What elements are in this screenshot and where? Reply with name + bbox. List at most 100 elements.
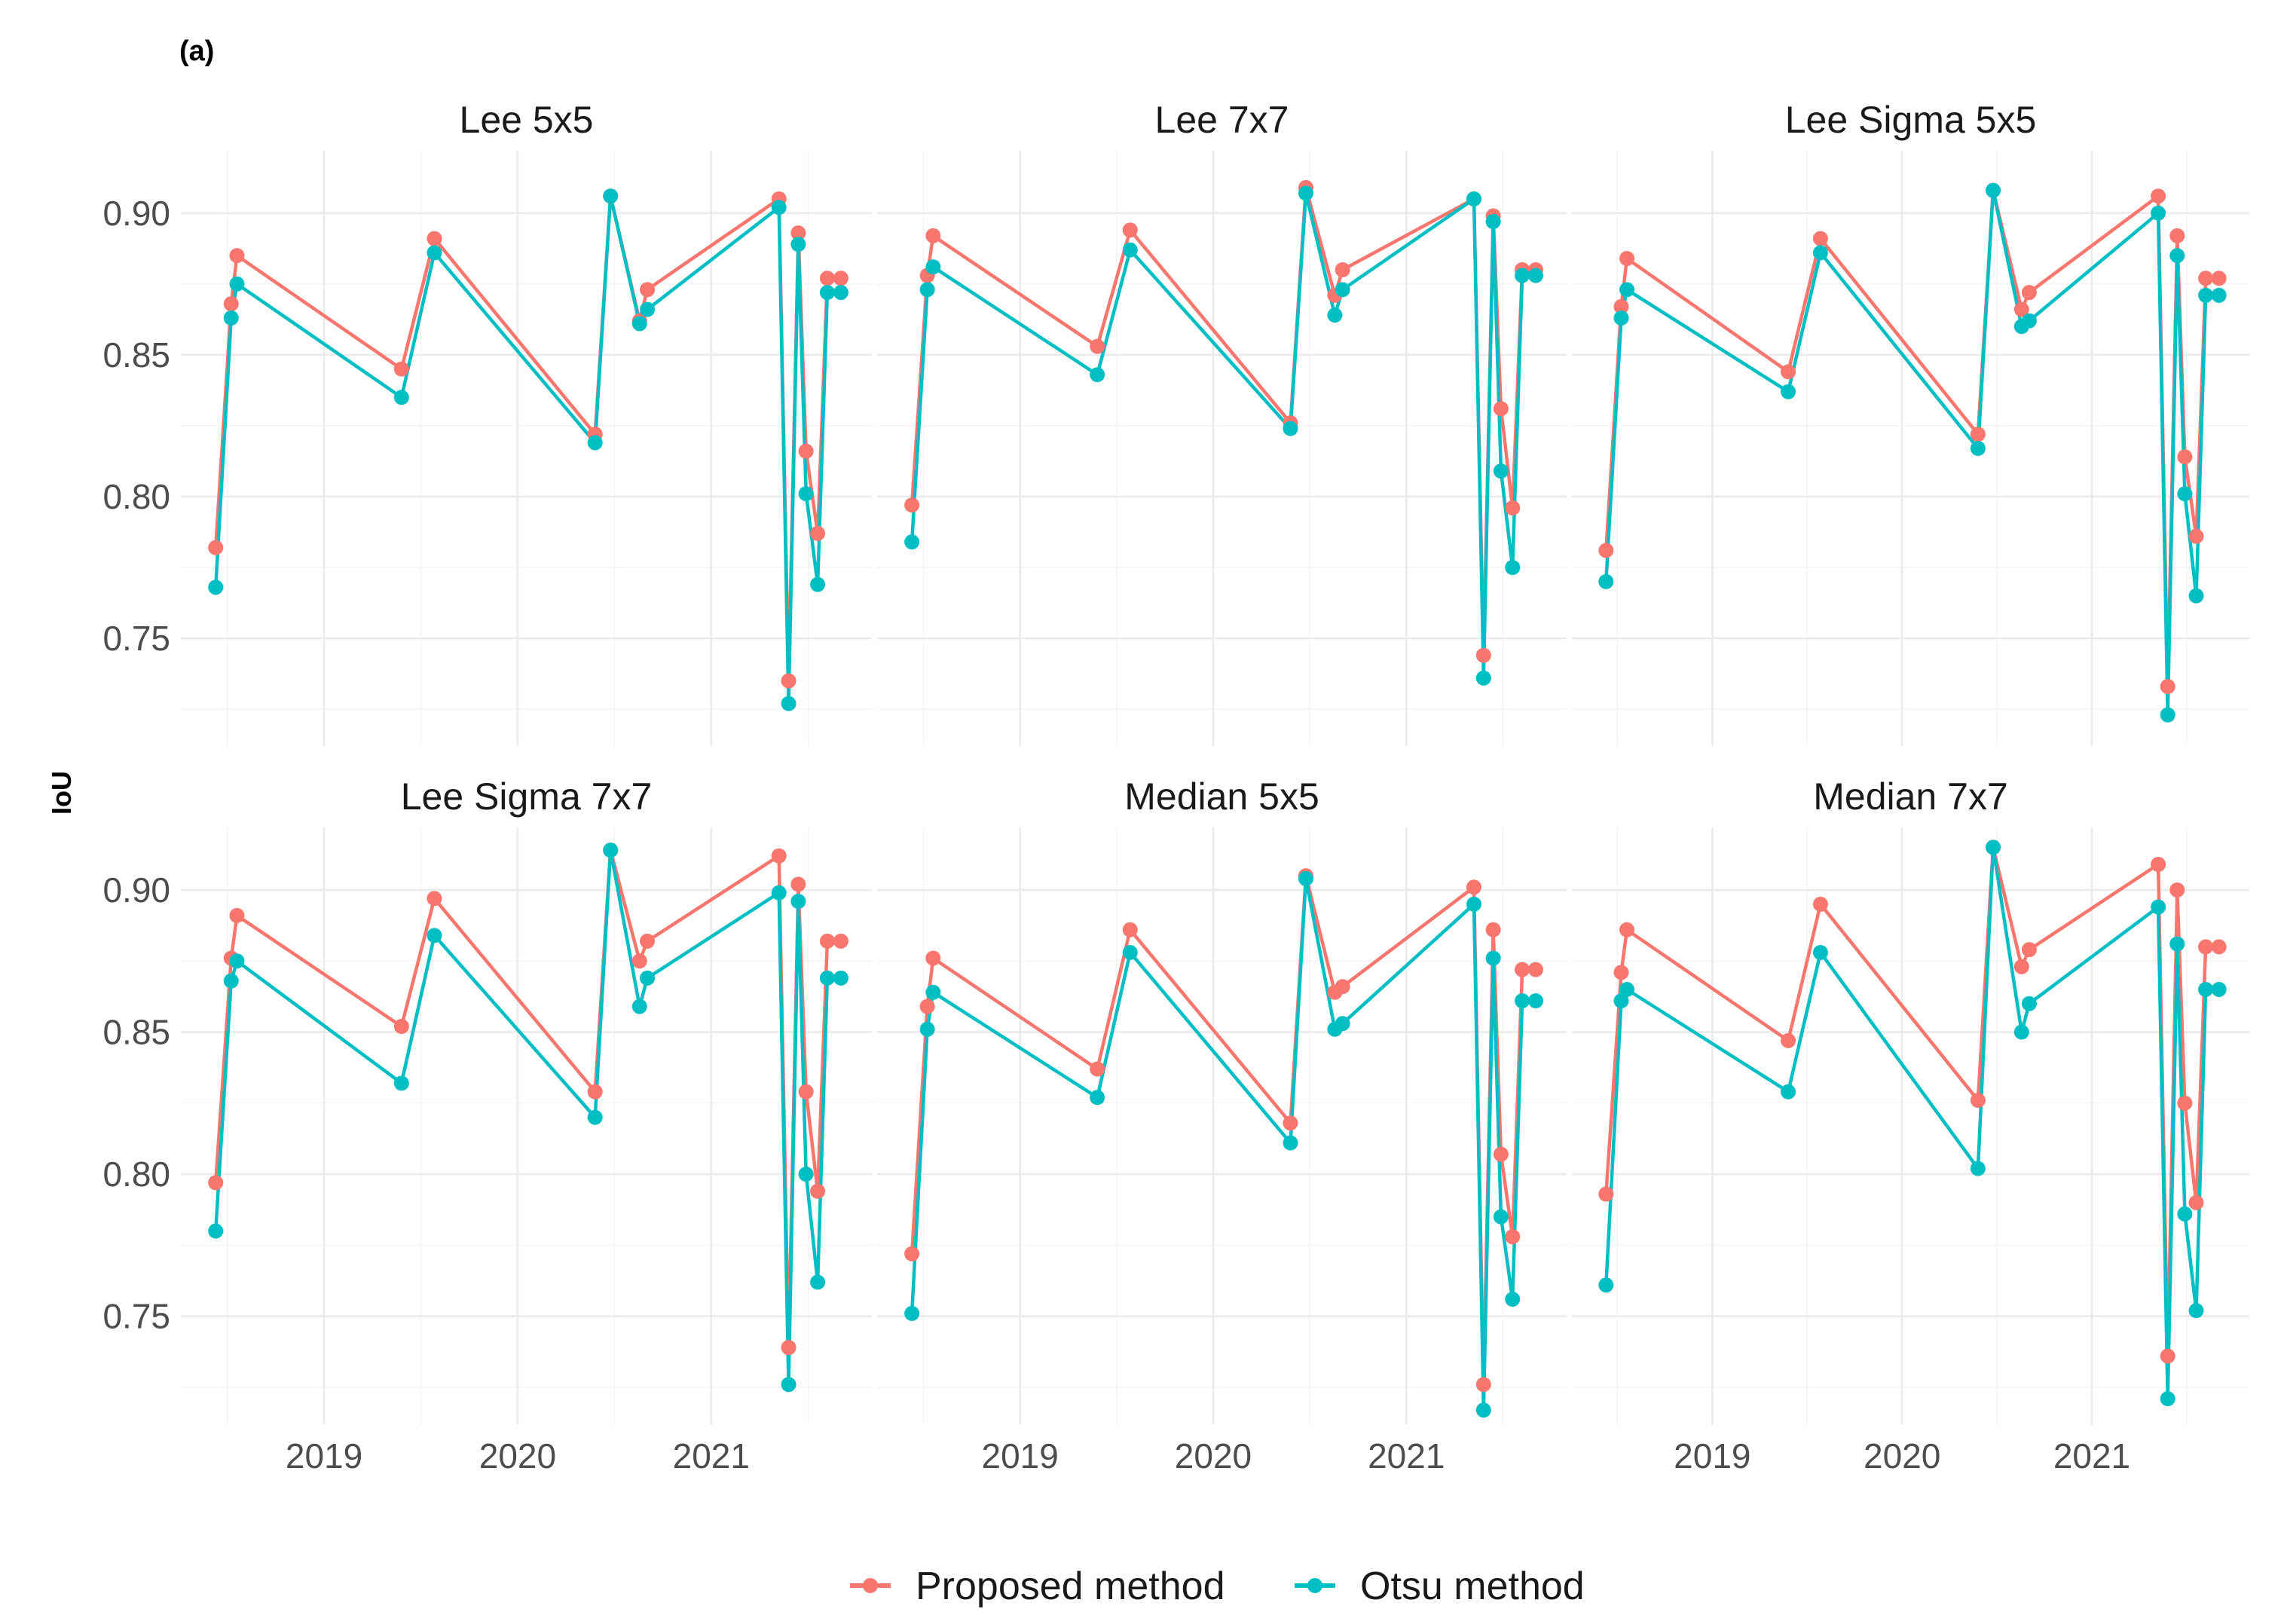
data-point-otsu: [2151, 899, 2166, 915]
data-point-proposed: [2013, 301, 2029, 317]
data-point-proposed: [1613, 298, 1629, 314]
data-point-proposed: [919, 999, 935, 1014]
series-line-otsu: [1604, 188, 2219, 717]
data-point-proposed: [393, 361, 409, 377]
data-point-proposed: [1619, 922, 1635, 937]
data-point-otsu: [810, 577, 826, 592]
data-point-proposed: [790, 876, 806, 892]
data-point-otsu: [1781, 384, 1796, 399]
series-line-otsu: [1604, 846, 2219, 1401]
data-point-proposed: [2021, 942, 2037, 958]
data-point-otsu: [631, 316, 647, 332]
data-point-otsu: [819, 285, 835, 301]
x-tick-label: 2020: [1864, 1436, 1940, 1476]
data-point-proposed: [1122, 922, 1138, 937]
y-axis-label: IoU: [46, 771, 77, 815]
data-point-otsu: [1283, 1135, 1298, 1151]
data-point-otsu: [2177, 1206, 2193, 1222]
x-tick-label: 2021: [1368, 1436, 1445, 1476]
data-point-otsu: [1485, 214, 1501, 230]
y-tick-label: 0.85: [102, 335, 170, 375]
data-point-otsu: [833, 970, 848, 986]
series-line-proposed: [213, 848, 841, 1350]
data-point-otsu: [1335, 1016, 1350, 1032]
x-tick-label: 2021: [2053, 1436, 2130, 1476]
data-point-otsu: [925, 984, 941, 1000]
data-point-otsu: [1619, 981, 1635, 997]
panel-title: Lee Sigma 5x5: [1785, 99, 2037, 141]
data-point-proposed: [2160, 679, 2175, 694]
data-point-proposed: [1493, 401, 1509, 417]
data-point-proposed: [904, 1246, 920, 1262]
data-point-otsu: [2198, 287, 2214, 303]
data-point-proposed: [1122, 222, 1138, 238]
data-point-otsu: [919, 1021, 935, 1037]
panel-median-7x7: Median 7x7 2019 2020 2021: [1572, 775, 2249, 1476]
data-point-proposed: [1812, 896, 1828, 912]
data-point-otsu: [781, 1377, 796, 1393]
data-point-otsu: [2169, 936, 2185, 952]
data-point-otsu: [1527, 993, 1543, 1009]
y-tick-label: 0.80: [102, 477, 170, 516]
data-point-otsu: [393, 1075, 409, 1091]
data-point-otsu: [2198, 981, 2214, 997]
data-point-otsu: [1986, 840, 2001, 855]
x-tick-label: 2020: [1175, 1436, 1252, 1476]
series-line-proposed: [1604, 188, 2219, 689]
data-point-otsu: [229, 276, 245, 292]
data-point-otsu: [208, 1223, 224, 1239]
data-point-otsu: [640, 970, 656, 986]
data-point-otsu: [1475, 670, 1491, 686]
data-point-proposed: [1335, 262, 1350, 277]
data-point-otsu: [1283, 421, 1298, 436]
data-point-proposed: [229, 907, 245, 923]
data-point-proposed: [1090, 338, 1105, 354]
data-point-otsu: [2160, 707, 2175, 723]
legend: Proposed method Otsu method: [850, 1564, 1585, 1608]
data-point-proposed: [427, 891, 442, 907]
data-point-otsu: [925, 259, 941, 275]
data-point-proposed: [819, 271, 835, 286]
data-point-otsu: [1598, 1277, 1614, 1293]
data-point-proposed: [1598, 1186, 1614, 1202]
panel-median-5x5: Median 5x5 2019 2020 2021: [877, 775, 1567, 1476]
data-point-proposed: [2188, 528, 2204, 544]
data-point-proposed: [819, 933, 835, 949]
y-tick-label: 0.75: [102, 619, 170, 658]
data-point-proposed: [1335, 979, 1350, 995]
data-point-proposed: [631, 953, 647, 969]
data-point-otsu: [1970, 1161, 1986, 1176]
data-point-otsu: [2021, 996, 2037, 1011]
data-point-otsu: [781, 696, 796, 711]
data-point-proposed: [393, 1019, 409, 1034]
data-point-otsu: [771, 200, 787, 216]
data-point-proposed: [1475, 647, 1491, 663]
data-point-proposed: [810, 525, 826, 541]
y-tick-label: 0.75: [102, 1297, 170, 1336]
data-point-proposed: [1090, 1061, 1105, 1077]
data-point-otsu: [1493, 1209, 1509, 1225]
data-point-proposed: [781, 673, 796, 689]
panel-title: Lee Sigma 7x7: [401, 775, 653, 818]
data-point-proposed: [2198, 271, 2214, 286]
series-line-otsu: [910, 876, 1536, 1412]
data-point-proposed: [2211, 939, 2227, 955]
data-point-otsu: [603, 843, 619, 858]
data-point-otsu: [833, 285, 848, 301]
data-point-otsu: [1298, 185, 1313, 201]
data-point-proposed: [427, 231, 442, 246]
legend-item-otsu: Otsu method: [1295, 1564, 1585, 1608]
data-point-proposed: [2198, 939, 2214, 955]
panel-tag: (a): [179, 35, 214, 67]
data-point-otsu: [1505, 1292, 1521, 1307]
data-point-otsu: [2160, 1391, 2175, 1407]
data-point-proposed: [1466, 879, 1481, 895]
data-point-proposed: [925, 950, 941, 966]
y-tick-label: 0.85: [102, 1013, 170, 1052]
data-point-proposed: [1619, 250, 1635, 266]
data-point-proposed: [1485, 922, 1501, 937]
panel-title: Lee 7x7: [1155, 99, 1289, 141]
data-point-otsu: [2013, 1024, 2029, 1040]
data-point-otsu: [904, 534, 920, 550]
panel-title: Median 7x7: [1813, 775, 2008, 818]
